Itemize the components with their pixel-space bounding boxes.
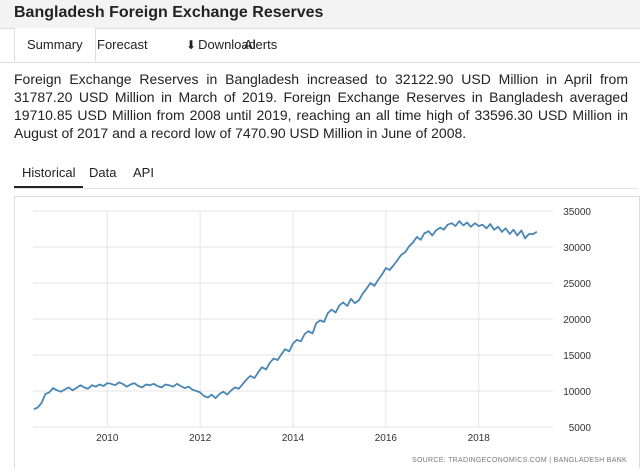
x-tick-label: 2018 <box>468 433 491 444</box>
title-bar: Bangladesh Foreign Exchange Reserves <box>0 0 640 29</box>
tab-forecast[interactable]: Forecast <box>97 37 148 52</box>
download-icon: ⬇ <box>186 38 197 52</box>
reserves-line-chart: 5000 10000 15000 20000 25000 30000 35000 2010 20… <box>33 207 627 464</box>
chart-source: SOURCE: TRADINGECONOMICS.COM | BANGLADES… <box>412 457 627 464</box>
x-tick-label: 2016 <box>375 433 398 444</box>
tab-download-label: Download <box>198 37 256 52</box>
tab-alerts[interactable]: Alerts <box>244 37 278 52</box>
subtab-historical[interactable]: Historical <box>14 162 84 188</box>
subtabs-divider <box>14 188 638 189</box>
y-tick-label: 20000 <box>563 315 591 326</box>
series-line <box>33 220 538 411</box>
x-tick-label: 2014 <box>282 433 305 444</box>
page-title: Bangladesh Foreign Exchange Reserves <box>14 4 324 21</box>
x-tick-label: 2012 <box>189 433 212 444</box>
y-tick-label: 5000 <box>569 423 592 434</box>
x-tick-label: 2010 <box>96 433 119 444</box>
tabs-divider <box>0 62 640 63</box>
tab-summary[interactable]: Summary <box>14 28 96 62</box>
chart-container: 5000 10000 15000 20000 25000 30000 35000 2010 20… <box>14 196 640 468</box>
y-tick-label: 10000 <box>563 387 591 398</box>
subtab-data[interactable]: Data <box>89 165 117 180</box>
summary-text: Foreign Exchange Reserves in Bangladesh … <box>14 71 628 141</box>
y-tick-label: 35000 <box>563 207 591 218</box>
tab-download[interactable]: ⬇ Download <box>174 28 268 61</box>
subtab-api[interactable]: API <box>133 165 154 180</box>
y-tick-label: 30000 <box>563 243 591 254</box>
y-tick-label: 15000 <box>563 351 591 362</box>
y-tick-label: 25000 <box>563 279 591 290</box>
